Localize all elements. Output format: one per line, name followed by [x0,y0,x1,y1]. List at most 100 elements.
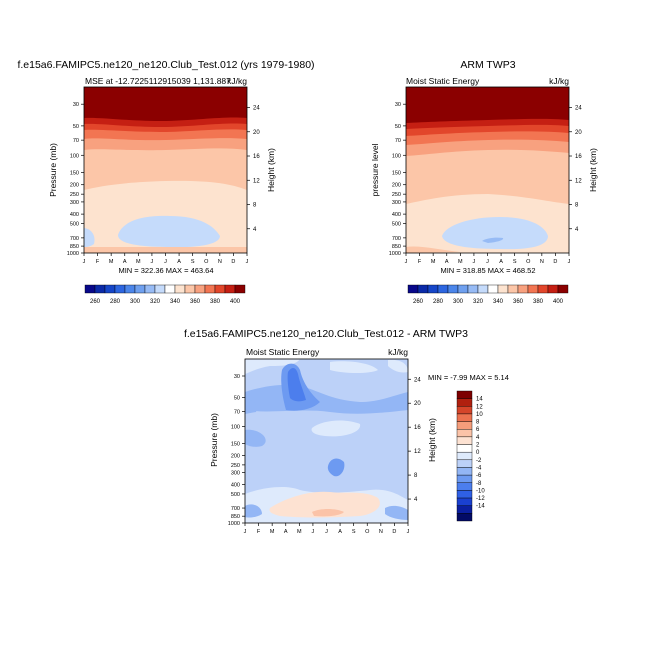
colorbar-label: 340 [493,299,504,305]
pressure-tick-label: 150 [231,441,240,447]
colorbar-swatch [144,284,156,294]
fill-band-negative-low [245,504,262,518]
fill-band-2-to-4c [388,359,408,373]
month-tick-label: J [312,529,315,535]
colorbar-label: 260 [90,299,101,305]
month-tick-label: O [526,259,531,265]
pressure-tick-label: 250 [392,192,401,198]
height-tick-label: 24 [414,377,421,383]
colorbar-swatch [456,513,473,522]
colorbar-swatch [456,413,473,422]
month-tick-label: D [392,529,396,535]
month-tick-label: D [553,259,557,265]
height-tick-label: 4 [575,227,579,233]
pressure-tick-label: 100 [392,153,401,159]
colorbar-label: 380 [533,299,544,305]
colorbar-label: -10 [476,488,485,494]
height-tick-label: 16 [253,154,260,160]
month-tick-label: M [136,259,141,265]
fill-band-320 [118,215,220,248]
colorbar-label: 360 [190,299,201,305]
colorbar-swatch [437,284,449,294]
difference-contour-fill [245,359,408,523]
colorbar-swatch [417,284,429,294]
colorbar-swatch [194,284,206,294]
model-mse-plot: MSE at -12.7225112915039 1,131.887 kJ/kg… [48,76,276,305]
month-tick-label: A [177,259,181,265]
colorbar-label: 360 [513,299,524,305]
difference-y-axis-label: Pressure (mb) [209,413,219,467]
colorbar-label: 2 [476,443,480,449]
height-tick-label: 24 [575,106,582,112]
right-panel-title: ARM TWP3 [460,59,515,71]
colorbar-label: 12 [476,404,483,410]
month-tick-label: J [486,259,489,265]
height-tick-label: 20 [414,401,421,407]
pressure-tick-label: 100 [231,424,240,430]
month-tick-label: D [231,259,235,265]
colorbar-label: 380 [210,299,221,305]
obs-height-axis-label: Height (km) [588,148,598,192]
pressure-tick-label: 30 [395,102,401,108]
pressure-tick-label: 700 [231,506,240,512]
pressure-tick-label: 1000 [67,251,79,257]
model-height-axis-label: Height (km) [266,148,276,192]
obs-mse-plot: Moist Static Energy kJ/kg 30 50 70 100 150 20… [370,76,598,305]
difference-plot: Moist Static Energy kJ/kg 30507010015020… [209,347,509,535]
pressure-tick-label: 300 [70,200,79,206]
colorbar-label: 340 [170,299,181,305]
colorbar-swatch [456,482,473,491]
fill-band-2-to-4b [330,361,378,373]
colorbar-swatch [456,497,473,506]
colorbar-label: 14 [476,397,483,403]
model-subtitle: MSE at -12.7225112915039 1,131.887 [85,76,231,86]
month-tick-label: M [297,529,302,535]
fill-band-top [84,87,247,121]
colorbar-swatch [184,284,196,294]
pressure-tick-label: 100 [70,153,79,159]
fill-band-320 [442,217,548,250]
colorbar-label: -14 [476,504,485,510]
colorbar-label: -12 [476,496,485,502]
model-colorbar: 260 280 300 320 340 360 380 400 [84,284,246,305]
colorbar-swatch [234,284,246,294]
month-tick-label: A [284,529,288,535]
colorbar-label: -6 [476,473,482,479]
height-tick-label: 20 [253,130,260,136]
colorbar-swatch [154,284,166,294]
colorbar-swatch [456,406,473,415]
month-tick-label: J [473,259,476,265]
height-tick-label: 8 [253,203,257,209]
model-units: kJ/kg [227,76,247,86]
fill-band-positive-2 [312,509,344,517]
colorbar-swatch [456,390,473,399]
month-tick-label: J [244,529,247,535]
pressure-tick-label: 250 [70,192,79,198]
pressure-tick-label: 500 [70,222,79,228]
difference-units: kJ/kg [388,347,408,357]
pressure-tick-label: 850 [231,514,240,520]
fill-band-negative-low2 [385,505,408,520]
colorbar-swatch [467,284,479,294]
colorbar-swatch [407,284,419,294]
fill-band-8 [287,368,306,402]
colorbar-swatch [447,284,459,294]
colorbar-label: 320 [150,299,161,305]
month-tick-label: J [164,259,167,265]
colorbar-swatch [487,284,499,294]
difference-min-max: MIN = -7.99 MAX = 5.14 [428,373,509,382]
colorbar-swatch [537,284,549,294]
colorbar-swatch [124,284,136,294]
difference-height-axis-label: Height (km) [427,418,437,462]
obs-min-max: MIN = 318.85 MAX = 468.52 [440,266,535,275]
month-tick-label: S [513,259,517,265]
colorbar-swatch [547,284,559,294]
difference-subtitle: Moist Static Energy [246,347,320,357]
colorbar-swatch [456,474,473,483]
colorbar-swatch [114,284,126,294]
colorbar-label: 280 [433,299,444,305]
month-tick-label: M [270,529,275,535]
